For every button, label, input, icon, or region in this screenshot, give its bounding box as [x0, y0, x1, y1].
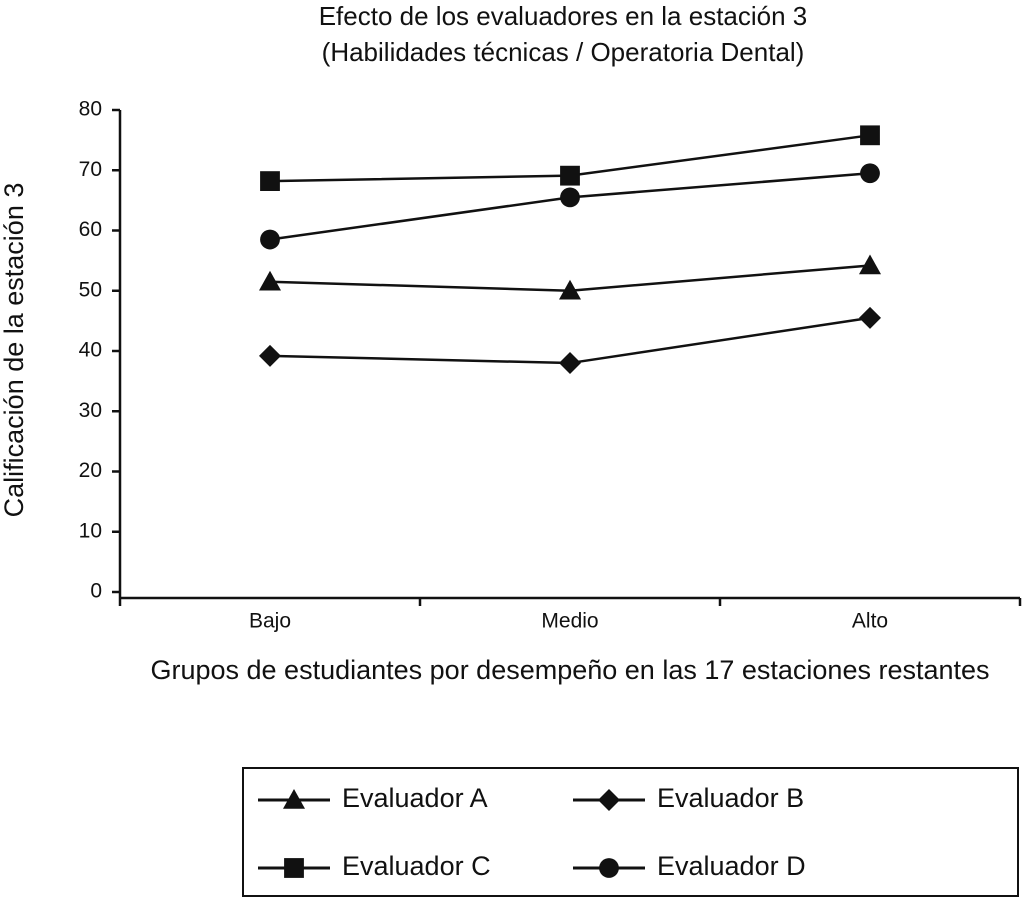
legend-box: [242, 767, 1019, 897]
y-tick-label: 30: [79, 399, 102, 422]
y-tick-label: 70: [79, 158, 102, 181]
y-tick-label: 50: [79, 278, 102, 301]
y-tick-label: 40: [79, 339, 102, 362]
y-tick-label: 20: [79, 459, 102, 482]
marker-diamond: [859, 306, 881, 329]
x-tick-label: Bajo: [249, 610, 291, 633]
marker-square: [860, 125, 880, 146]
legend-label: Evaluador B: [657, 783, 804, 813]
marker-square: [560, 165, 580, 186]
chart-subtitle: (Habilidades técnicas / Operatoria Denta…: [322, 37, 805, 67]
chart-title: Efecto de los evaluadores en la estación…: [319, 1, 808, 31]
marker-diamond: [259, 344, 281, 367]
marker-circle: [260, 229, 280, 250]
y-tick-label: 60: [79, 218, 102, 241]
legend-marker: [283, 789, 305, 809]
x-axis-label: Grupos de estudiantes por desempeño en l…: [150, 655, 990, 685]
marker-square: [260, 171, 280, 191]
y-axis-label: Calificación de la estación 3: [0, 183, 29, 518]
marker-diamond: [559, 352, 581, 375]
x-tick-label: Medio: [541, 610, 598, 633]
legend-label: Evaluador A: [342, 783, 488, 813]
marker-triangle: [859, 254, 881, 275]
y-tick-label: 10: [79, 519, 102, 542]
legend-label: Evaluador C: [342, 851, 491, 881]
legend-marker: [599, 858, 619, 878]
marker-triangle: [559, 279, 581, 300]
legend-marker: [598, 789, 620, 811]
x-tick-label: Alto: [852, 610, 888, 633]
legend-label: Evaluador D: [657, 851, 806, 881]
legend-marker: [284, 858, 304, 878]
marker-circle: [860, 163, 880, 184]
y-tick-label: 0: [90, 580, 102, 603]
marker-triangle: [259, 270, 281, 291]
y-tick-label: 80: [79, 98, 102, 121]
marker-circle: [560, 187, 580, 208]
